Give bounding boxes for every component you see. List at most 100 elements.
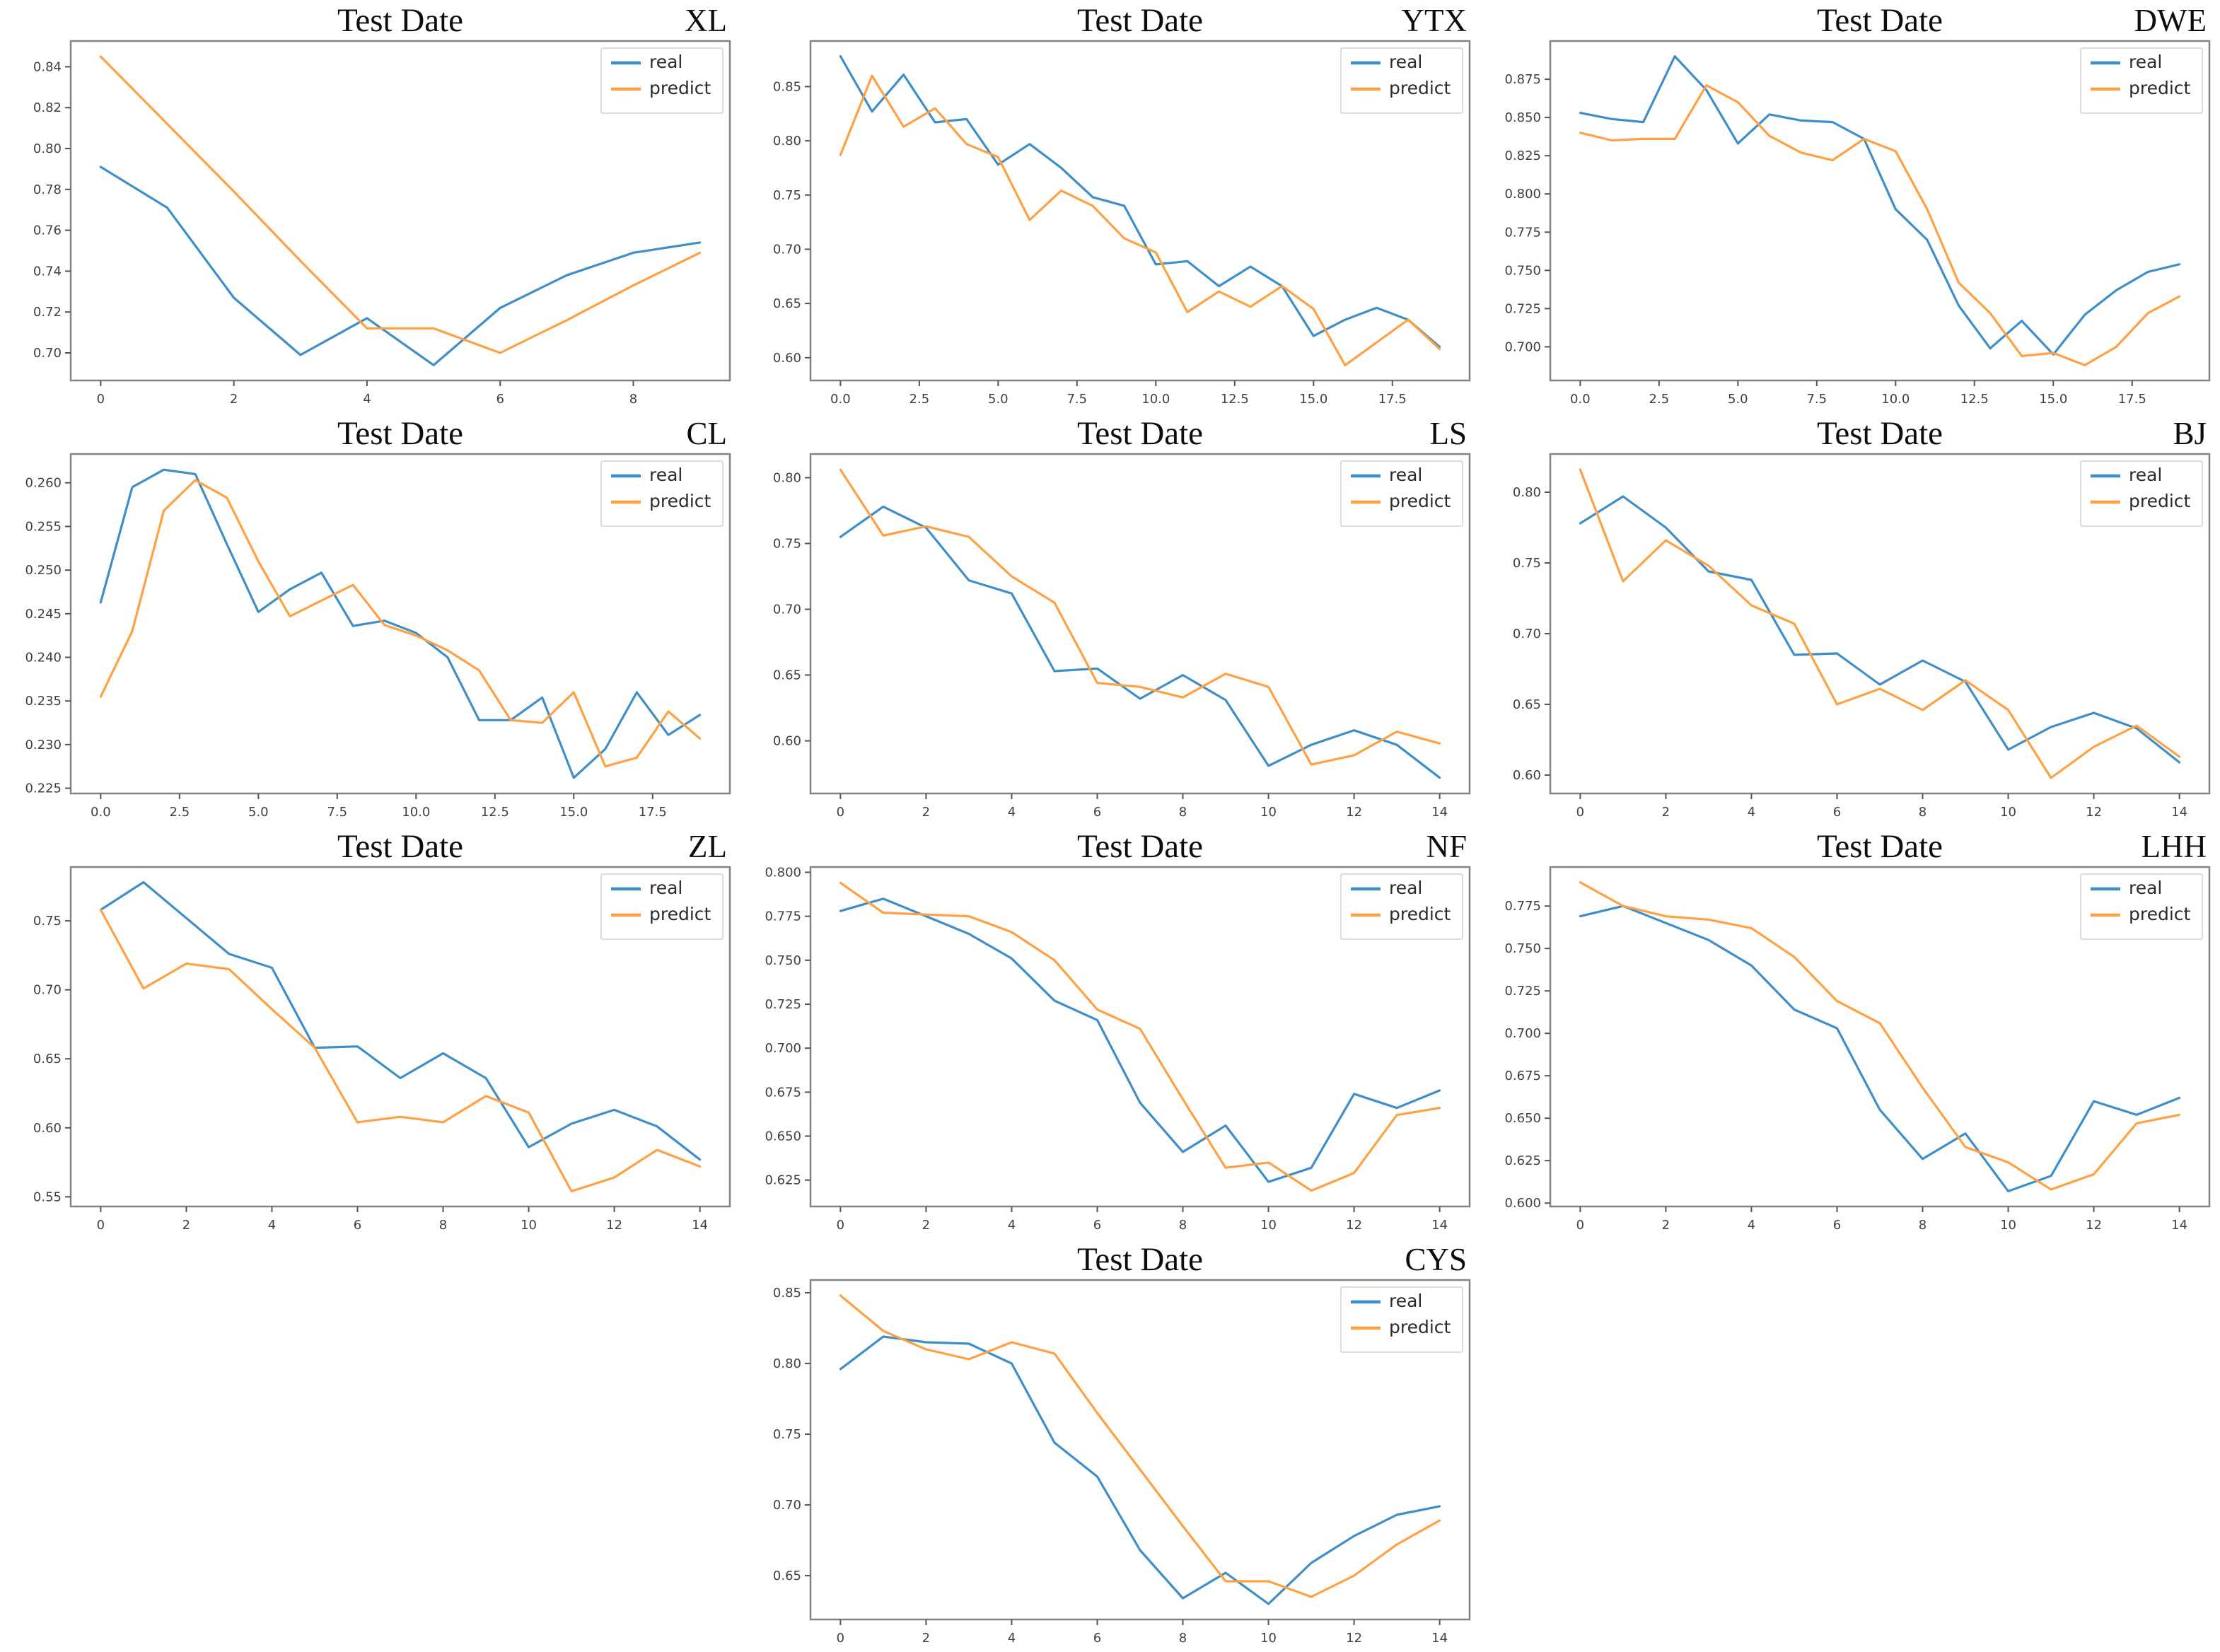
chart-title: Test Date [1077, 1241, 1203, 1278]
real-line [99, 165, 702, 366]
y-tick-label: 0.875 [1504, 72, 1541, 87]
legend-real-label: real [649, 52, 682, 72]
x-tick-label: 2 [182, 1218, 190, 1233]
y-tick-label: 0.60 [1513, 768, 1541, 783]
y-tick-label: 0.65 [773, 668, 801, 683]
y-tick-label: 0.80 [773, 1356, 801, 1371]
real-line [99, 880, 702, 1161]
y-tick-label: 0.75 [33, 914, 62, 929]
legend: real predict [1340, 460, 1463, 527]
legend-predict-label: predict [1389, 904, 1451, 924]
y-tick-label: 0.255 [25, 519, 62, 534]
legend-real-label: real [649, 878, 682, 898]
legend-predict-label: predict [1389, 491, 1451, 511]
y-tick-label: 0.800 [1504, 187, 1541, 202]
plot-frame [1549, 866, 2211, 1208]
legend: real predict [1340, 1286, 1463, 1353]
chart-title: Test Date [1817, 415, 1943, 452]
predict-line [99, 908, 702, 1193]
x-tick-label: 0 [97, 1218, 105, 1233]
y-tick-label: 0.650 [1504, 1111, 1541, 1126]
x-tick-label: 4 [1008, 1631, 1016, 1646]
legend-real-label: real [1389, 1291, 1422, 1311]
x-tick-label: 14 [692, 1218, 708, 1233]
predict-line [1579, 84, 2181, 367]
y-tick-label: 0.700 [1504, 1026, 1541, 1041]
real-line [1579, 54, 2181, 356]
y-tick-label: 0.75 [1513, 556, 1541, 571]
legend: real predict [600, 47, 723, 114]
chart-code: CYS [1405, 1242, 1467, 1277]
x-tick-label: 0.0 [91, 805, 111, 820]
plot-frame [69, 40, 731, 382]
legend-predict-label: predict [1389, 78, 1451, 98]
y-tick-label: 0.60 [773, 351, 801, 366]
y-tick-label: 0.800 [765, 865, 801, 880]
y-tick-label: 0.60 [33, 1121, 62, 1136]
y-tick-label: 0.70 [773, 242, 801, 257]
legend-real-label: real [1389, 52, 1422, 72]
y-tick-label: 0.80 [1513, 485, 1541, 500]
x-tick-label: 4 [363, 392, 371, 407]
x-tick-label: 0 [837, 1631, 844, 1646]
x-tick-label: 14 [1431, 1631, 1448, 1646]
x-tick-label: 17.5 [2118, 392, 2146, 407]
predict-line [839, 1294, 1441, 1598]
x-tick-label: 10 [521, 1218, 537, 1233]
x-tick-label: 6 [496, 392, 504, 407]
legend-predict-label: predict [649, 78, 711, 98]
legend: real predict [2080, 460, 2203, 527]
x-tick-label: 14 [1431, 805, 1448, 820]
plot-frame [809, 40, 1471, 382]
y-tick-label: 0.225 [25, 781, 62, 796]
x-tick-label: 12 [606, 1218, 622, 1233]
x-tick-label: 12 [1346, 1631, 1362, 1646]
y-tick-label: 0.60 [773, 734, 801, 749]
legend-predict-label: predict [1389, 1317, 1451, 1337]
y-tick-label: 0.70 [33, 983, 62, 998]
y-tick-label: 0.750 [1504, 941, 1541, 956]
chart-code: YTX [1402, 3, 1467, 38]
chart-title: Test Date [1077, 828, 1203, 865]
x-tick-label: 0 [1576, 805, 1584, 820]
x-tick-label: 2 [1662, 805, 1670, 820]
y-tick-label: 0.250 [25, 563, 62, 578]
x-tick-label: 7.5 [1067, 392, 1087, 407]
y-tick-label: 0.675 [765, 1085, 801, 1100]
x-tick-label: 6 [1093, 1631, 1101, 1646]
x-tick-label: 6 [1093, 1218, 1101, 1233]
chart-LHH: Test Date LHH 0.600 0.625 0.650 0.675 0.700 0.7… [1480, 826, 2219, 1239]
legend-predict-label: predict [2129, 491, 2191, 511]
chart-NF: Test Date NF 0.625 0.650 0.675 0.700 0.725 0.75… [740, 826, 1480, 1239]
legend-real-label: real [2129, 465, 2162, 485]
chart-title: Test Date [337, 415, 463, 452]
x-tick-label: 8 [629, 392, 637, 407]
chart-code: LHH [2141, 829, 2207, 864]
legend-real-label: real [649, 465, 682, 485]
predict-line [1579, 468, 2181, 779]
legend-predict-label: predict [649, 904, 711, 924]
x-tick-label: 15.0 [1299, 392, 1327, 407]
chart-code: XL [685, 3, 727, 38]
x-tick-label: 5.0 [1728, 392, 1748, 407]
chart-code: LS [1429, 416, 1467, 451]
x-tick-label: 17.5 [639, 805, 667, 820]
y-tick-label: 0.65 [773, 1569, 801, 1583]
x-tick-label: 7.5 [1806, 392, 1827, 407]
x-tick-label: 14 [2171, 805, 2187, 820]
x-tick-label: 8 [1179, 1631, 1187, 1646]
predict-line [839, 881, 1441, 1192]
chart-title: Test Date [337, 2, 463, 39]
x-tick-label: 0.0 [830, 392, 851, 407]
x-tick-label: 2 [922, 1631, 930, 1646]
chart-code: CL [686, 416, 727, 451]
legend-real-label: real [2129, 52, 2162, 72]
x-tick-label: 8 [1919, 1218, 1926, 1233]
y-tick-label: 0.700 [765, 1041, 801, 1056]
y-tick-label: 0.230 [25, 738, 62, 752]
legend-predict-label: predict [2129, 904, 2191, 924]
x-tick-label: 2 [922, 1218, 930, 1233]
y-tick-label: 0.725 [1504, 301, 1541, 316]
y-tick-label: 0.78 [33, 182, 62, 197]
